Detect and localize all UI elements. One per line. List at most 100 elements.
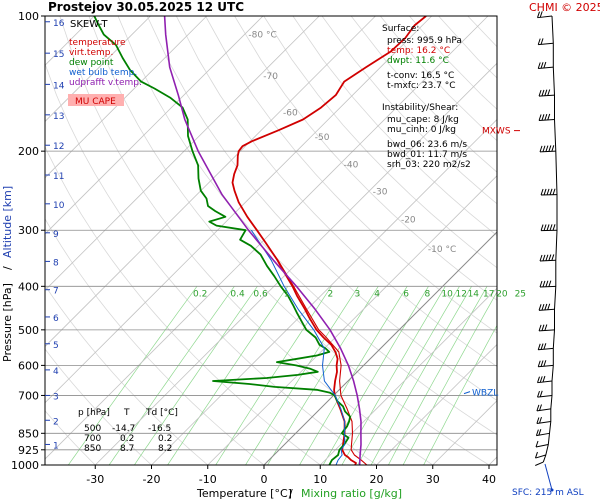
table-row-1-p: 700 <box>84 434 101 444</box>
wind-barb-flag <box>537 343 541 350</box>
wind-barb-flag <box>544 89 548 96</box>
mixing-ratio-label: 1 <box>284 289 290 299</box>
wind-barb-flag <box>537 360 541 367</box>
mixing-ratio-label: 0.2 <box>193 289 207 299</box>
wind-barb-flag <box>539 11 543 18</box>
plot-frame <box>44 15 498 466</box>
altitude-tick-label: 2 <box>53 417 59 427</box>
series-udprafft-v-temp <box>163 16 362 465</box>
wind-barb-flag <box>544 324 548 331</box>
altitude-tick-label: 11 <box>53 172 64 182</box>
series-dew-point <box>93 16 351 465</box>
wind-barb-shaft <box>536 432 550 437</box>
wind-barb-flag <box>540 360 544 367</box>
wind-barb-flag <box>538 429 542 436</box>
y-tick-label: 400 <box>18 280 39 293</box>
wind-barb-flag <box>544 113 548 121</box>
chart-series <box>93 16 427 465</box>
wind-barb-flag <box>534 451 538 459</box>
isotherm <box>94 62 497 465</box>
wind-barb-flag <box>544 303 548 311</box>
y-tick-label: 600 <box>18 359 39 372</box>
isotherm-label: -70 <box>263 72 278 82</box>
chart-title: Prostejov 30.05.2025 12 UTC <box>48 0 244 14</box>
wind-barb-flag <box>539 376 543 383</box>
dry-adiabat <box>205 16 497 334</box>
x-tick-label: 30 <box>426 473 440 486</box>
instability-mu-cape: mu_cape: 8 J/kg <box>387 115 459 125</box>
wind-barb-flag <box>546 188 550 196</box>
y-tick-label: 300 <box>18 224 39 237</box>
wbzl-marker: WBZL <box>472 389 498 399</box>
altitude-tick-label: 3 <box>53 392 59 402</box>
wind-barb-flag <box>548 280 552 287</box>
chart-grid: -80 °C -70 -60 -50 -40 -30 -20 -10 °C <box>45 16 497 465</box>
wind-barb-flag <box>540 62 544 69</box>
wind-barb-shaft <box>539 94 555 97</box>
wind-barb-shaft <box>535 461 544 466</box>
mixing-ratio-label: 8 <box>424 289 430 299</box>
wind-barb-flag <box>551 254 555 261</box>
wind-barb-flag <box>542 375 546 383</box>
wind-barb-shaft <box>537 15 553 19</box>
series-virt-temp <box>256 229 368 465</box>
wbzl-tick <box>463 391 471 395</box>
wind-barb-flag <box>542 145 546 152</box>
wind-barb-shaft <box>539 150 556 153</box>
table-row-1-t: 0.2 <box>120 434 134 444</box>
y-axis-title: Pressure [hPa] <box>1 283 14 362</box>
wind-barb-flag <box>541 324 545 331</box>
isotherm-label: -60 <box>283 108 298 118</box>
wind-barb-flag <box>538 304 542 311</box>
instability-title: Instability/Shear: <box>382 103 458 113</box>
y-tick-label: 850 <box>18 427 39 440</box>
instability-srh-03: srh_03: 220 m2/s2 <box>387 160 471 170</box>
y-tick-label: 1000 <box>11 459 39 472</box>
wind-barb-shaft <box>539 329 555 332</box>
wind-barb-shaft <box>539 118 555 122</box>
wind-barb-flag <box>536 417 540 424</box>
isotherm-label: -80 °C <box>248 31 276 41</box>
isotherm <box>376 343 497 465</box>
wind-barb-flag <box>542 280 546 288</box>
y-axis-title-group: Pressure [hPa] / Altitude [km] <box>1 186 14 362</box>
x-tick-label: 20 <box>370 473 384 486</box>
wind-barb-flag <box>538 324 542 332</box>
wind-barb-flag <box>548 254 552 261</box>
wind-barb-flag <box>543 188 547 196</box>
surface-tmxfc: t-mxfc: 23.7 °C <box>387 81 456 91</box>
wind-barb-flag <box>541 303 545 311</box>
legend-item-temperature: temperature <box>69 38 126 48</box>
wind-barb-flag <box>537 390 540 398</box>
wind-barb-flag <box>539 254 543 262</box>
wind-barb-flag <box>548 145 552 152</box>
wind-barb-shaft <box>538 42 554 46</box>
x-axis-title-mixing: Mixing ratio [g/kg] <box>301 487 402 500</box>
wind-barb-flag <box>538 114 542 121</box>
x-tick-label: 0 <box>261 473 268 486</box>
table-header-td: Td [°C] <box>145 408 178 418</box>
wind-profile <box>542 15 558 463</box>
mixing-ratio-label: 0.4 <box>230 289 245 299</box>
legend-item-dew-point: dew point <box>69 58 114 68</box>
dry-adiabat <box>234 16 497 301</box>
wind-barb-flag <box>537 62 541 69</box>
mixing-ratio-label: 12 <box>455 289 466 299</box>
x-tick-label: 10 <box>313 473 327 486</box>
legend-item-wet-bulb: wet bulb temp. <box>69 68 137 78</box>
wind-barb-shaft <box>537 394 553 398</box>
wind-barbs <box>534 11 558 492</box>
wind-barb-flag <box>552 188 556 195</box>
wind-barb-shaft <box>535 443 549 448</box>
table-row-2-t: 8.7 <box>120 444 134 454</box>
wind-barb-flag <box>547 113 551 121</box>
wind-barb-flag <box>543 343 547 350</box>
surface-press: press: 995.9 hPa <box>387 36 462 46</box>
legend-item-updraft: udprafft v.temp. <box>69 78 142 88</box>
altitude-tick-label: 14 <box>53 81 65 91</box>
y-axis-title-separator: / <box>1 266 14 270</box>
altitude-tick-label: 9 <box>53 230 59 240</box>
altitude-tick-label: 13 <box>53 112 64 122</box>
